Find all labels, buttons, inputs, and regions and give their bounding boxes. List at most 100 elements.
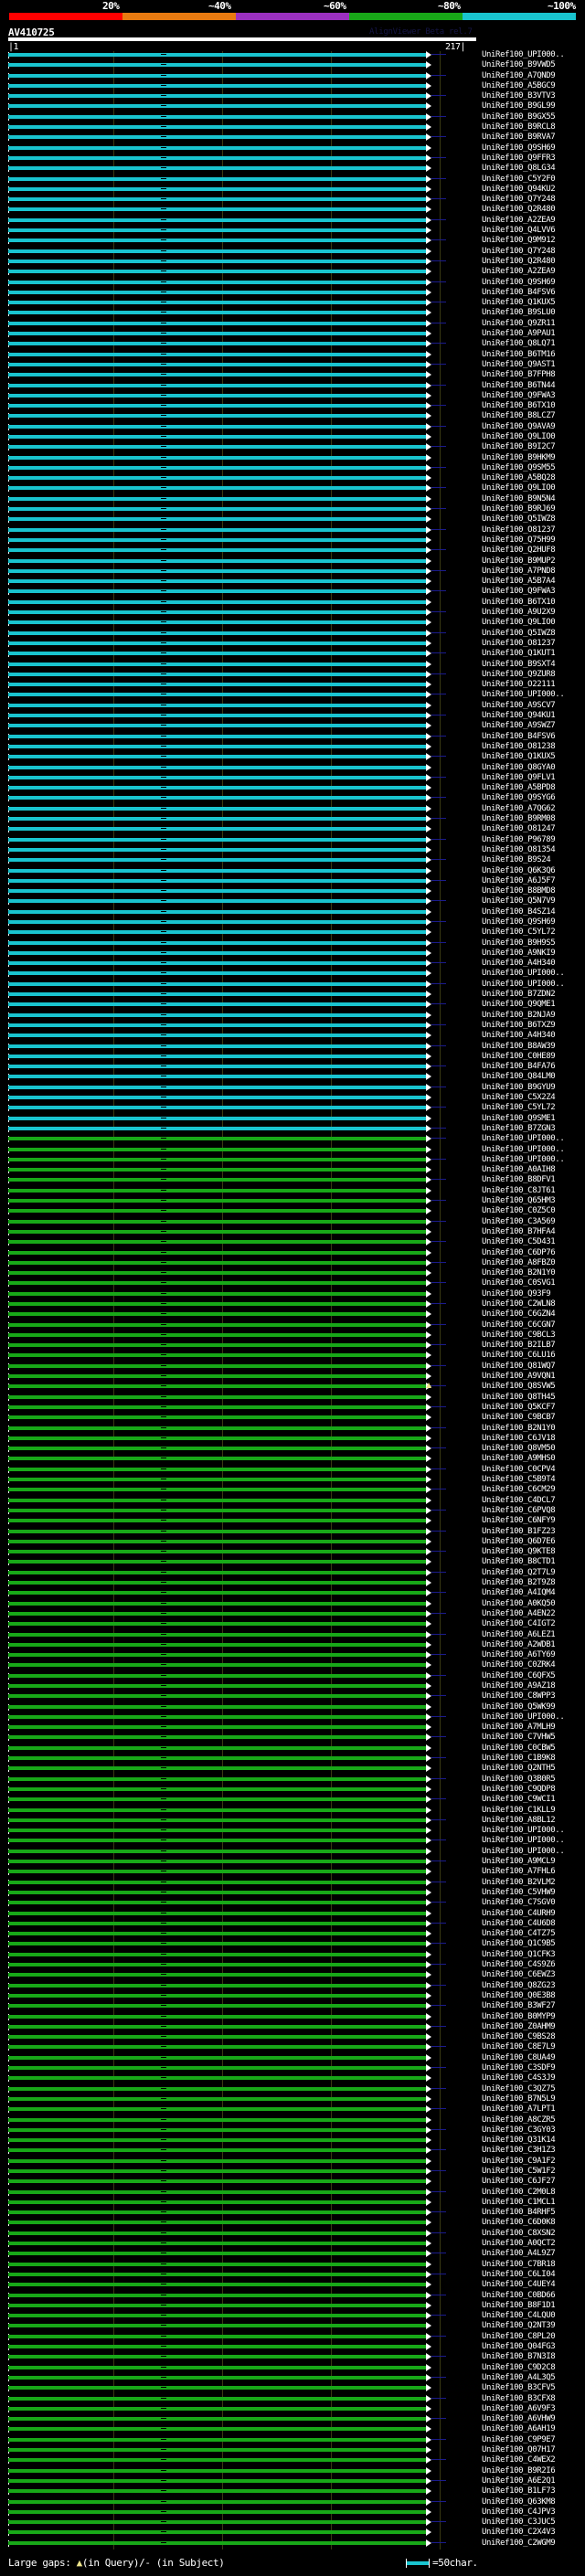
hit-bar[interactable] bbox=[8, 672, 426, 676]
hit-bar[interactable] bbox=[8, 2127, 426, 2132]
hit-label[interactable]: UniRef100_A9MHS0 bbox=[482, 1454, 556, 1464]
alignment-row[interactable]: UniRef100_C4U6D8 bbox=[0, 1919, 585, 1928]
alignment-row[interactable]: UniRef100_C3JUC5 bbox=[0, 2518, 585, 2527]
hit-label[interactable]: UniRef100_C3A569 bbox=[482, 1216, 556, 1226]
hit-bar[interactable] bbox=[8, 1684, 426, 1688]
alignment-row[interactable]: UniRef100_Q81WQ7 bbox=[0, 1362, 585, 1371]
hit-label[interactable]: UniRef100_C4S9Z6 bbox=[482, 1960, 556, 1970]
hit-label[interactable]: UniRef100_Q0E3B8 bbox=[482, 1990, 556, 2000]
alignment-row[interactable]: UniRef100_C6PVQ8 bbox=[0, 1506, 585, 1515]
alignment-row[interactable]: UniRef100_C0ZRK4 bbox=[0, 1660, 585, 1670]
alignment-row[interactable]: UniRef100_A6LEZ1 bbox=[0, 1630, 585, 1639]
hit-label[interactable]: UniRef100_Q9SME1 bbox=[482, 1113, 556, 1123]
hit-bar[interactable] bbox=[8, 476, 426, 481]
hit-label[interactable]: UniRef100_B9RM08 bbox=[482, 814, 556, 824]
hit-bar[interactable] bbox=[8, 2076, 426, 2081]
alignment-row[interactable]: UniRef100_B2ILB7 bbox=[0, 1341, 585, 1350]
alignment-row[interactable]: UniRef100_Q9LIO0 bbox=[0, 432, 585, 441]
alignment-row[interactable]: UniRef100_Q9SYG6 bbox=[0, 793, 585, 803]
alignment-row[interactable]: UniRef100_Q9LIO0 bbox=[0, 483, 585, 493]
hit-bar[interactable] bbox=[8, 1137, 426, 1141]
hit-bar[interactable] bbox=[8, 1322, 426, 1327]
hit-bar[interactable] bbox=[8, 53, 426, 57]
hit-label[interactable]: UniRef100_B9MUP2 bbox=[482, 556, 556, 566]
hit-label[interactable]: UniRef100_C6JV18 bbox=[482, 1433, 556, 1443]
hit-bar[interactable] bbox=[8, 249, 426, 253]
hit-label[interactable]: UniRef100_A4L9Z7 bbox=[482, 2249, 556, 2259]
alignment-row[interactable]: UniRef100_B3WF27 bbox=[0, 2001, 585, 2011]
hit-bar[interactable] bbox=[8, 2355, 426, 2359]
hit-label[interactable]: UniRef100_Q8SVW5 bbox=[482, 1382, 556, 1392]
alignment-row[interactable]: UniRef100_C7SGV0 bbox=[0, 1898, 585, 1907]
hit-bar[interactable] bbox=[8, 1457, 426, 1461]
hit-label[interactable]: UniRef100_C4JPV3 bbox=[482, 2507, 556, 2517]
hit-bar[interactable] bbox=[8, 1560, 426, 1564]
hit-bar[interactable] bbox=[8, 1849, 426, 1853]
hit-bar[interactable] bbox=[8, 558, 426, 563]
alignment-row[interactable]: UniRef100_C4IGT2 bbox=[0, 1619, 585, 1628]
alignment-row[interactable]: UniRef100_C9BCL3 bbox=[0, 1330, 585, 1340]
hit-bar[interactable] bbox=[8, 1384, 426, 1389]
hit-bar[interactable] bbox=[8, 568, 426, 573]
alignment-row[interactable]: UniRef100_B9I2C7 bbox=[0, 442, 585, 451]
hit-bar[interactable] bbox=[8, 992, 426, 997]
hit-label[interactable]: UniRef100_A4H340 bbox=[482, 959, 556, 969]
alignment-row[interactable]: UniRef100_A9NKI9 bbox=[0, 949, 585, 958]
hit-bar[interactable] bbox=[8, 1570, 426, 1574]
hit-label[interactable]: UniRef100_C4TZ75 bbox=[482, 1929, 556, 1939]
alignment-row[interactable]: UniRef100_Q2R480 bbox=[0, 257, 585, 266]
hit-label[interactable]: UniRef100_B9SXT4 bbox=[482, 659, 556, 669]
alignment-row[interactable]: UniRef100_C5YL72 bbox=[0, 1103, 585, 1113]
alignment-row[interactable]: UniRef100_Q9SM55 bbox=[0, 463, 585, 472]
alignment-row[interactable]: UniRef100_A8BL12 bbox=[0, 1816, 585, 1825]
hit-bar[interactable] bbox=[8, 2489, 426, 2494]
hit-bar[interactable] bbox=[8, 166, 426, 171]
hit-label[interactable]: UniRef100_UPI000.. bbox=[482, 1134, 565, 1144]
hit-bar[interactable] bbox=[8, 1529, 426, 1533]
hit-label[interactable]: UniRef100_B6TX10 bbox=[482, 597, 556, 607]
hit-label[interactable]: UniRef100_A6V9F3 bbox=[482, 2403, 556, 2413]
alignment-row[interactable]: UniRef100_C5D431 bbox=[0, 1237, 585, 1247]
hit-label[interactable]: UniRef100_B2N1Y0 bbox=[482, 1268, 556, 1278]
alignment-row[interactable]: UniRef100_Q7Y248 bbox=[0, 247, 585, 256]
alignment-row[interactable]: UniRef100_Q9SH69 bbox=[0, 143, 585, 153]
alignment-row[interactable]: UniRef100_C8UA49 bbox=[0, 2053, 585, 2062]
hit-label[interactable]: UniRef100_B8DFV1 bbox=[482, 1175, 556, 1185]
alignment-row[interactable]: UniRef100_B2NJA9 bbox=[0, 1011, 585, 1020]
alignment-row[interactable]: UniRef100_Q93F9 bbox=[0, 1289, 585, 1299]
hit-label[interactable]: UniRef100_B8AW39 bbox=[482, 1041, 556, 1051]
alignment-row[interactable]: UniRef100_Q6K3Q6 bbox=[0, 866, 585, 875]
alignment-row[interactable]: UniRef100_C4DCL7 bbox=[0, 1496, 585, 1505]
hit-label[interactable]: UniRef100_B3WF27 bbox=[482, 2001, 556, 2011]
alignment-row[interactable]: UniRef100_Q2NT39 bbox=[0, 2321, 585, 2331]
alignment-row[interactable]: UniRef100_Q9FWA3 bbox=[0, 391, 585, 400]
alignment-row[interactable]: UniRef100_Q8VM50 bbox=[0, 1444, 585, 1453]
hit-bar[interactable] bbox=[8, 1188, 426, 1193]
hit-label[interactable]: UniRef100_A6J5F7 bbox=[482, 875, 556, 885]
hit-bar[interactable] bbox=[8, 1818, 426, 1822]
alignment-row[interactable]: UniRef100_Q9LIO0 bbox=[0, 618, 585, 627]
hit-label[interactable]: UniRef100_C9A1F2 bbox=[482, 2156, 556, 2166]
hit-label[interactable]: UniRef100_A7LPT1 bbox=[482, 2104, 556, 2115]
hit-label[interactable]: UniRef100_C9BS28 bbox=[482, 2032, 556, 2042]
alignment-row[interactable]: UniRef100_UPI000.. bbox=[0, 1145, 585, 1154]
alignment-row[interactable]: UniRef100_A6VHW9 bbox=[0, 2414, 585, 2423]
hit-label[interactable]: UniRef100_C3H1Z3 bbox=[482, 2146, 556, 2156]
alignment-row[interactable]: UniRef100_A6J5F7 bbox=[0, 875, 585, 885]
hit-label[interactable]: UniRef100_Q1KUX5 bbox=[482, 752, 556, 762]
hit-bar[interactable] bbox=[8, 878, 426, 883]
hit-label[interactable]: UniRef100_Q2NT39 bbox=[482, 2321, 556, 2331]
hit-label[interactable]: UniRef100_C5YL72 bbox=[482, 1103, 556, 1113]
alignment-row[interactable]: UniRef100_C4S9Z6 bbox=[0, 1960, 585, 1970]
alignment-row[interactable]: UniRef100_C9A1F2 bbox=[0, 2157, 585, 2166]
hit-bar[interactable] bbox=[8, 1735, 426, 1740]
alignment-row[interactable]: UniRef100_C2M0L8 bbox=[0, 2188, 585, 2197]
hit-label[interactable]: UniRef100_C5D431 bbox=[482, 1237, 556, 1247]
hit-bar[interactable] bbox=[8, 1642, 426, 1647]
alignment-row[interactable]: UniRef100_C8PL20 bbox=[0, 2332, 585, 2341]
hit-label[interactable]: UniRef100_B4SZ14 bbox=[482, 906, 556, 917]
alignment-row[interactable]: UniRef100_C8JT61 bbox=[0, 1186, 585, 1195]
alignment-row[interactable]: UniRef100_B9SXT4 bbox=[0, 659, 585, 669]
hit-label[interactable]: UniRef100_Q9SYG6 bbox=[482, 793, 556, 803]
alignment-row[interactable]: UniRef100_Q8LG34 bbox=[0, 164, 585, 173]
